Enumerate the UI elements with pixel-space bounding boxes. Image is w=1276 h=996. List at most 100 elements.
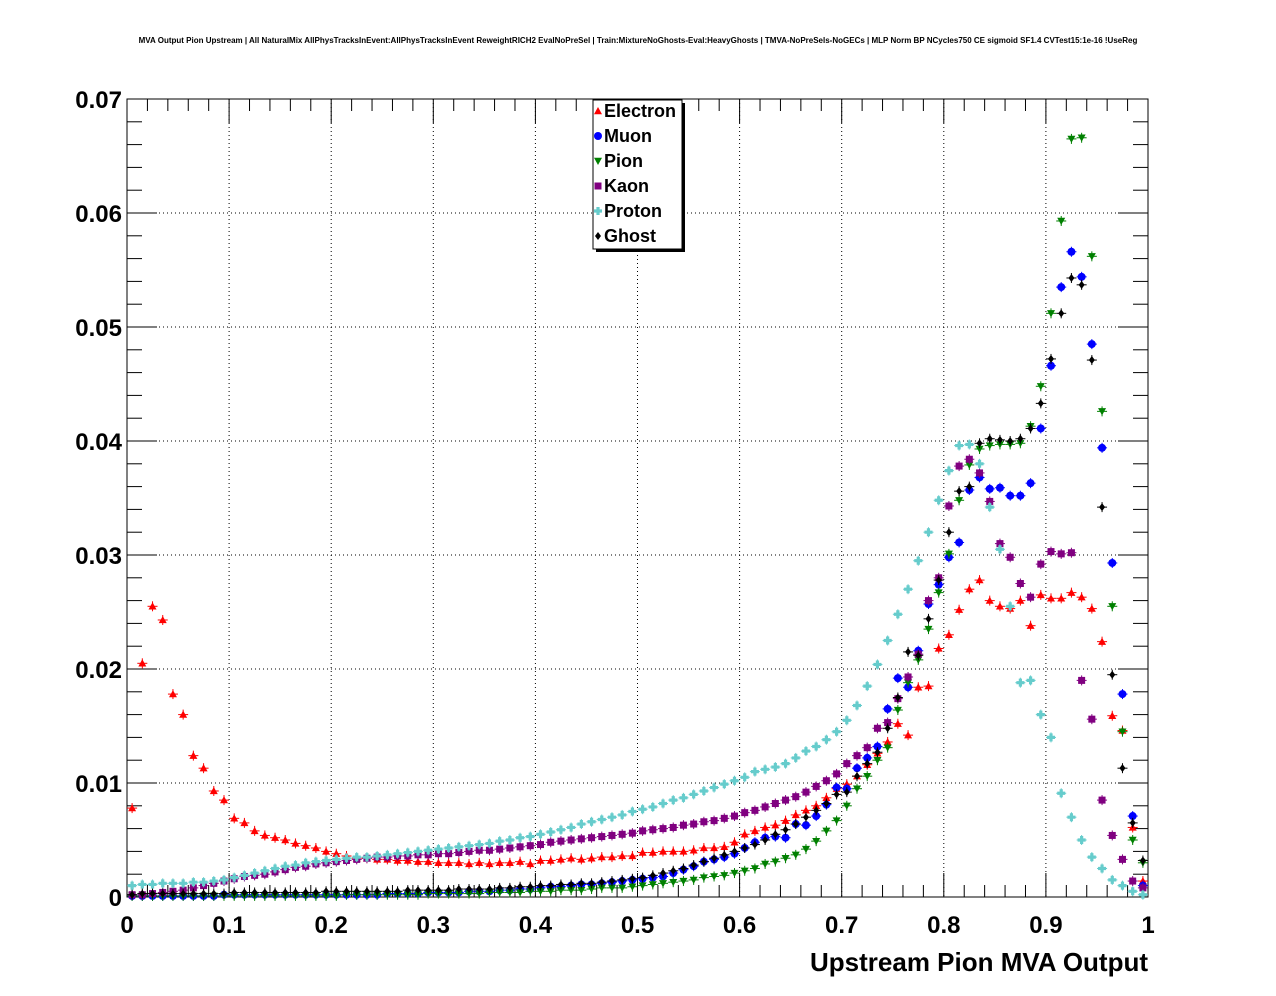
data-point-kaon [710,817,718,825]
data-point-electron [322,847,331,855]
data-point-kaon [1118,855,1126,863]
data-point-kaon [690,820,698,828]
data-point-electron [199,764,208,772]
data-point-ghost [996,435,1003,444]
data-point-ghost [905,647,912,656]
data-point-kaon [771,800,779,808]
data-point-kaon [1037,560,1045,568]
data-point-electron [281,836,290,844]
legend-label-electron: Electron [604,101,676,121]
x-tick-label: 0.3 [417,912,450,939]
data-point-ghost [966,482,973,491]
data-point-electron [250,826,259,835]
data-point-pion [1077,134,1086,142]
data-point-kaon [669,823,677,831]
data-point-ghost [1037,399,1044,408]
data-point-proton [761,765,770,774]
data-point-kaon [792,793,800,801]
data-point-ghost [1099,503,1106,512]
data-point-pion [904,679,913,687]
data-point-ghost [466,885,473,894]
data-point-proton [607,813,616,822]
data-point-kaon [720,814,728,822]
data-point-electron [699,843,708,852]
data-point-kaon [577,835,585,843]
data-point-kaon [649,826,657,834]
data-point-proton [1036,710,1045,719]
data-point-proton [536,830,545,839]
data-point-electron [628,851,637,860]
data-point-pion [832,817,841,825]
data-point-kaon [730,812,738,820]
data-point-pion [975,445,984,453]
series-layer [127,132,1148,901]
data-point-proton [1026,676,1035,685]
data-point-proton [128,881,137,890]
data-point-electron [1016,596,1025,604]
data-point-muon [883,704,892,713]
data-point-kaon [843,760,851,768]
data-point-electron [291,839,300,847]
data-point-muon [873,742,882,751]
data-point-kaon [700,818,708,826]
data-point-electron [1108,711,1117,719]
legend-label-kaon: Kaon [604,176,649,196]
data-point-ghost [506,883,513,892]
data-point-proton [403,848,412,857]
data-point-pion [924,625,933,634]
legend: Electron Muon Pion Kaon Proton Ghost [592,99,685,252]
data-point-pion [597,884,606,892]
data-point-pion [965,461,974,469]
data-point-electron [1067,588,1076,596]
data-point-pion [1128,836,1137,844]
data-point-ghost [629,874,636,883]
data-point-muon [1026,479,1035,488]
data-point-muon [1036,424,1045,433]
data-point-kaon [526,842,534,850]
data-point-ghost [1017,434,1024,443]
data-point-ghost [261,888,268,897]
data-point-ghost [608,877,615,886]
data-point-proton [904,585,913,594]
data-point-ghost [374,887,381,896]
data-point-ghost [782,825,789,834]
data-point-proton [1077,836,1086,845]
data-point-ghost [956,487,963,496]
data-point-pion [648,881,657,889]
data-point-ghost [1058,309,1065,318]
data-point-proton [689,790,698,799]
data-point-proton [434,845,443,854]
data-point-pion [1057,217,1066,225]
data-point-pion [863,772,872,781]
data-point-ghost [190,889,197,898]
y-tick-label: 0.03 [75,543,122,570]
data-point-muon [1128,812,1137,821]
x-tick-label: 0.9 [1029,912,1062,939]
data-point-pion [853,785,862,793]
data-point-kaon [485,846,493,854]
data-point-kaon [1016,580,1024,587]
data-point-electron [669,847,678,855]
data-point-ghost [476,885,483,894]
data-point-muon [832,783,841,792]
data-point-ghost [180,889,187,898]
data-point-proton [199,878,208,887]
data-point-kaon [537,841,545,849]
data-point-electron [495,858,504,866]
data-point-proton [209,877,218,886]
data-point-kaon [761,803,769,811]
data-point-proton [1128,887,1137,896]
data-point-kaon [853,752,861,760]
data-point-proton [822,735,831,744]
data-point-ghost [690,861,697,870]
data-point-proton [413,847,422,856]
data-point-proton [1087,853,1096,862]
y-tick-label: 0 [109,885,122,912]
data-point-proton [659,799,668,808]
data-point-electron [904,731,913,739]
data-point-kaon [588,834,596,842]
data-point-kaon [516,843,524,851]
data-point-ghost [670,866,677,875]
data-point-electron [301,841,310,849]
data-point-electron [771,821,780,829]
